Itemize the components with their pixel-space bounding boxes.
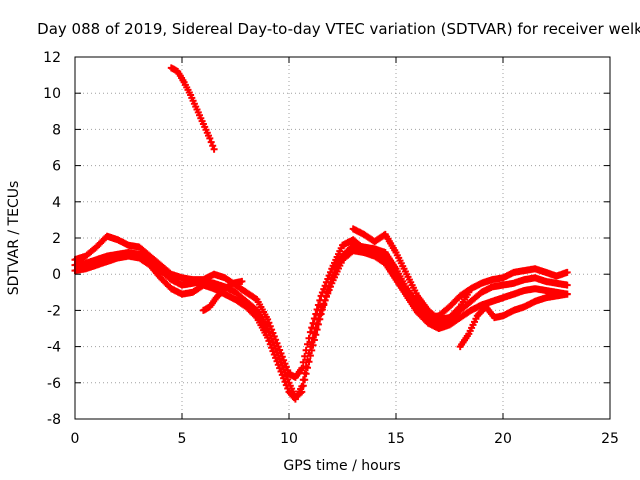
grid xyxy=(75,57,610,419)
series-segment-evening-14 xyxy=(349,225,473,323)
chart-title: Day 088 of 2019, Sidereal Day-to-day VTE… xyxy=(37,20,640,38)
ticks: 0 5 10 15 20 25 -8 -6 -4 -2 0 2 4 6 8 10 12 xyxy=(43,50,619,447)
series-markers xyxy=(199,277,246,314)
x-tick-label: 25 xyxy=(601,431,619,447)
series-markers xyxy=(349,225,473,323)
y-tick-label: 2 xyxy=(52,231,61,247)
y-tick-label: 6 xyxy=(52,159,61,175)
y-tick-label: -6 xyxy=(47,376,61,392)
data-layer xyxy=(71,64,571,403)
y-axis-label: SDTVAR / TECUs xyxy=(6,181,22,296)
series-markers xyxy=(167,64,218,153)
series-isolated-high-segment xyxy=(167,64,218,153)
x-tick-label: 0 xyxy=(71,431,80,447)
x-tick-label: 5 xyxy=(178,431,187,447)
series-markers xyxy=(456,290,571,351)
x-tick-label: 10 xyxy=(280,431,298,447)
y-tick-label: -4 xyxy=(47,340,61,356)
y-tick-label: 10 xyxy=(43,86,61,102)
y-tick-label: 12 xyxy=(43,50,61,66)
x-tick-label: 20 xyxy=(494,431,512,447)
y-tick-label: 8 xyxy=(52,122,61,138)
series-segment-morning-6 xyxy=(199,277,246,314)
x-tick-label: 15 xyxy=(387,431,405,447)
y-tick-label: 0 xyxy=(52,267,61,283)
y-tick-label: -8 xyxy=(47,412,61,428)
y-tick-label: 4 xyxy=(52,195,61,211)
y-tick-label: -2 xyxy=(47,303,61,319)
x-axis-label: GPS time / hours xyxy=(283,458,400,474)
series-segment-evening-18 xyxy=(456,290,571,351)
